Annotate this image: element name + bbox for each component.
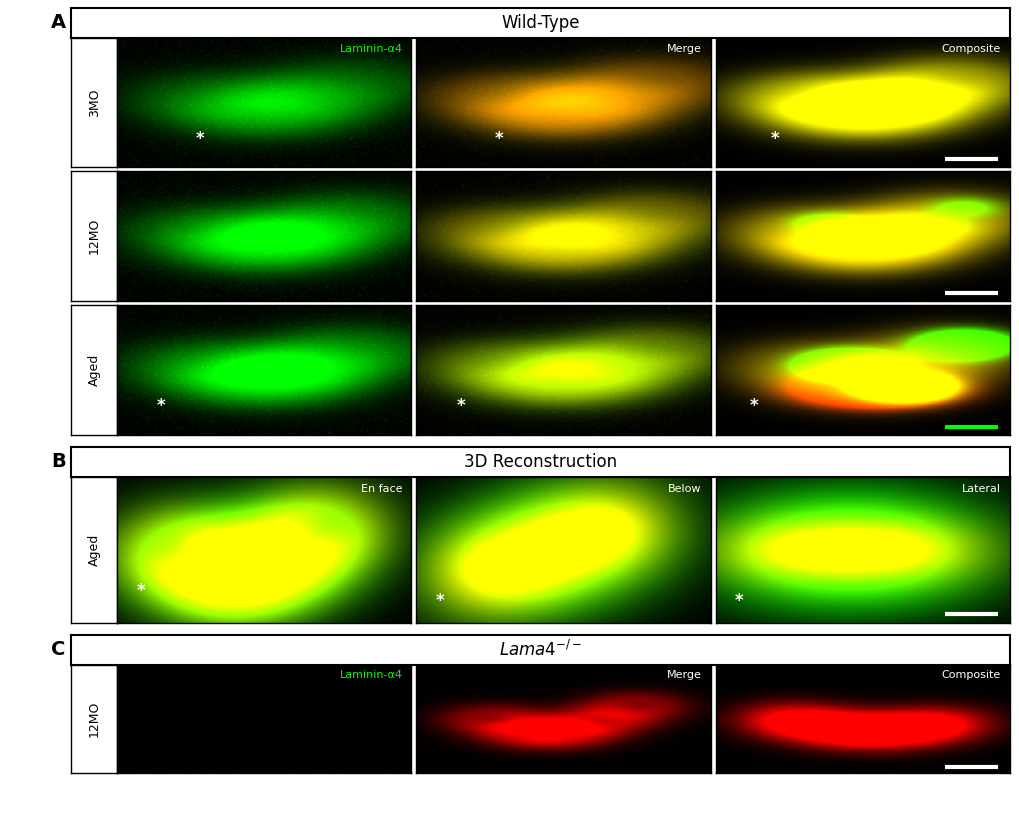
Text: Laminin-α4: Laminin-α4 xyxy=(339,44,403,54)
Text: Merge: Merge xyxy=(666,44,701,54)
Text: Composite: Composite xyxy=(941,44,1000,54)
Text: $\it{Lama}$4$^{-/-}$: $\it{Lama}$4$^{-/-}$ xyxy=(498,640,582,660)
Text: Composite: Composite xyxy=(941,670,1000,680)
Text: En face: En face xyxy=(361,484,403,494)
Text: A: A xyxy=(51,13,66,33)
Text: B: B xyxy=(51,452,66,472)
Text: *: * xyxy=(769,130,779,148)
Text: *: * xyxy=(749,397,757,415)
Text: C: C xyxy=(51,640,66,660)
Text: 12MO: 12MO xyxy=(88,218,101,254)
Text: *: * xyxy=(196,130,204,148)
Text: Merge: Merge xyxy=(666,670,701,680)
Text: Wild-Type: Wild-Type xyxy=(501,14,579,32)
Text: *: * xyxy=(157,397,165,415)
Text: *: * xyxy=(494,130,502,148)
Text: *: * xyxy=(137,582,145,599)
Text: Aged: Aged xyxy=(88,533,101,566)
Text: Laminin-α4: Laminin-α4 xyxy=(339,670,403,680)
Text: Aged: Aged xyxy=(88,354,101,386)
Text: Lateral: Lateral xyxy=(961,484,1000,494)
Text: 3MO: 3MO xyxy=(88,88,101,117)
Text: *: * xyxy=(435,592,444,610)
Text: *: * xyxy=(735,592,743,610)
Text: 3D Reconstruction: 3D Reconstruction xyxy=(464,453,616,471)
Text: *: * xyxy=(455,397,465,415)
Text: Below: Below xyxy=(667,484,701,494)
Text: 12MO: 12MO xyxy=(88,701,101,737)
